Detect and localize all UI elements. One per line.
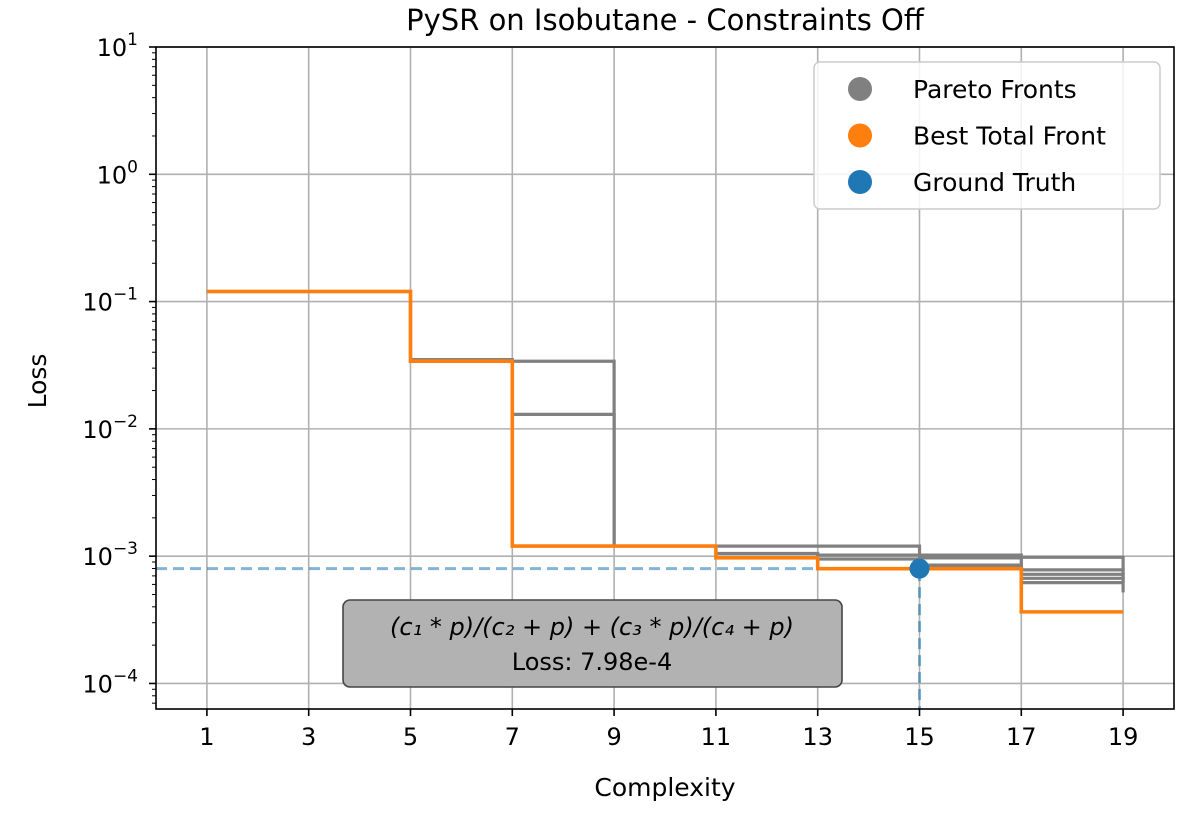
y-tick-label: 10−4	[82, 666, 138, 698]
x-axis: 1 3 5 7 9 11 13 15 17 19	[199, 709, 1138, 751]
legend: Pareto Fronts Best Total Front Ground Trut…	[813, 61, 1161, 210]
plot-series	[156, 289, 1125, 709]
plot-frame	[155, 46, 1175, 710]
legend-label: Ground Truth	[913, 168, 1076, 197]
annotation-loss: Loss: 7.98e-4	[512, 648, 673, 676]
x-tick-label: 15	[904, 723, 935, 751]
y-tick-label: 100	[97, 157, 138, 189]
annotation-box: (c₁ * p)/(c₂ + p) + (c₃ * p)/(c₄ + p) Lo…	[342, 599, 843, 688]
x-tick-label: 3	[301, 723, 316, 751]
x-tick-label: 5	[403, 723, 418, 751]
chart-title: PySR on Isobutane - Constraints Off	[406, 3, 925, 37]
pareto-front-line	[1021, 580, 1125, 593]
annotation-expression: (c₁ * p)/(c₂ + p) + (c₃ * p)/(c₄ + p)	[390, 613, 794, 641]
x-tick-label: 13	[802, 723, 833, 751]
y-axis-label: Loss	[23, 354, 52, 409]
x-tick-label: 17	[1006, 723, 1037, 751]
pareto-front-line	[512, 412, 616, 547]
legend-label: Best Total Front	[913, 122, 1106, 151]
legend-marker	[848, 77, 872, 101]
pareto-front-line	[715, 544, 1125, 570]
x-tick-label: 11	[701, 723, 732, 751]
ground-truth-point	[909, 558, 930, 579]
x-axis-label: Complexity	[594, 773, 735, 802]
legend-marker	[848, 123, 872, 148]
y-tick-label: 101	[97, 30, 138, 62]
x-tick-label: 1	[199, 723, 214, 751]
y-tick-label: 10−2	[82, 412, 138, 444]
x-tick-label: 9	[606, 723, 621, 751]
y-tick-label: 10−3	[82, 539, 138, 571]
ground-truth-guide	[156, 567, 921, 709]
best-total-front-line	[206, 289, 1124, 614]
legend-label: Pareto Fronts	[913, 75, 1077, 104]
y-tick-label: 10−1	[82, 285, 138, 317]
y-axis: 10−4 10−3 10−2 10−1 100 101	[82, 30, 156, 704]
x-tick-label: 19	[1108, 723, 1139, 751]
x-tick-label: 7	[505, 723, 520, 751]
legend-marker	[848, 170, 872, 194]
